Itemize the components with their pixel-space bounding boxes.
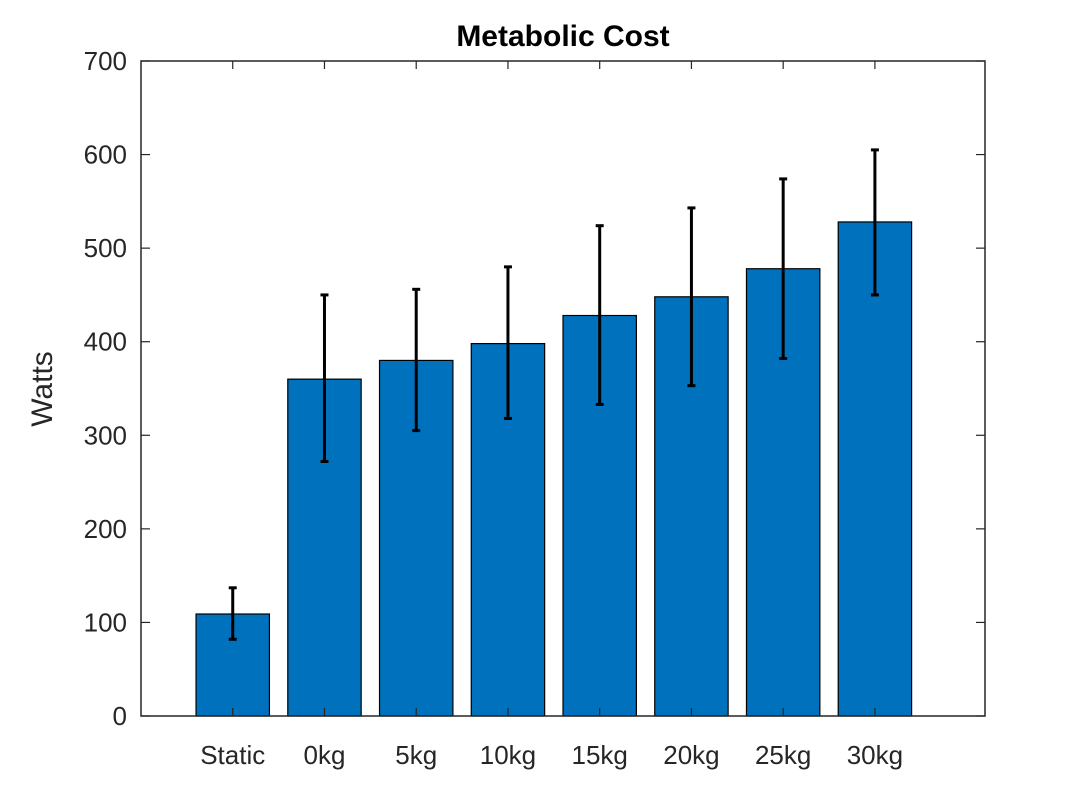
y-tick-label: 300 [84,420,127,450]
x-tick-label: 20kg [663,740,719,770]
x-ticks-group: Static 0kg 5kg 10kg 15kg 20kg 25kg 30kg [200,61,903,770]
chart-title: Metabolic Cost [456,20,669,53]
y-tick-label: 200 [84,514,127,544]
y-tick-label: 500 [84,233,127,263]
x-tick-label: 10kg [480,740,536,770]
x-tick-label: 15kg [572,740,628,770]
y-tick-label: 600 [84,140,127,170]
x-tick-label: Static [200,740,265,770]
y-axis-label: Watts [26,351,59,427]
error-bars-group [228,148,879,641]
y-ticks-group: 0 100 200 300 400 500 600 700 [84,46,985,731]
bars-group [195,221,913,717]
axes-box [140,60,986,717]
y-tick-label: 100 [84,607,127,637]
y-tick-label: 400 [84,327,127,357]
x-tick-label: 0kg [304,740,346,770]
x-tick-label: 5kg [395,740,437,770]
bar-30kg [837,221,913,717]
y-tick-label: 700 [84,46,127,76]
axes-group [140,60,986,717]
x-tick-label: 30kg [847,740,903,770]
x-tick-label: 25kg [755,740,811,770]
y-tick-label: 0 [113,701,127,731]
